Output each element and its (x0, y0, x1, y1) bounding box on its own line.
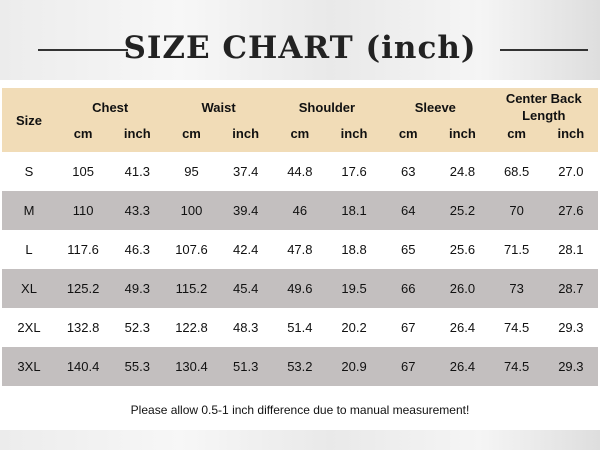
measurement-cell: 20.9 (341, 359, 367, 374)
unit-header: inch (123, 126, 151, 141)
measurement-cell: 70 (509, 203, 524, 218)
measurement-cell: 27.6 (558, 203, 584, 218)
group-header: Waist (201, 99, 236, 115)
measurement-cell: 73 (509, 281, 524, 296)
measurement-cell: 26.4 (449, 320, 476, 335)
measurement-cell: 49.6 (287, 281, 313, 296)
measurement-cell: 63 (400, 164, 416, 179)
measurement-cell: 28.1 (558, 242, 584, 257)
measurement-cell: 67 (400, 359, 416, 374)
measurement-cell: 26.4 (449, 359, 476, 374)
measurement-cell: 74.5 (503, 359, 530, 374)
measurement-cell: 29.3 (558, 320, 584, 335)
group-header: Center Back Length (505, 91, 582, 123)
measurement-cell: 27.0 (558, 164, 584, 179)
measurement-cell: 24.8 (449, 164, 476, 179)
title-rule-left (38, 49, 128, 51)
size-cell: L (25, 242, 33, 257)
unit-header: inch (232, 126, 260, 141)
size-cell: 3XL (17, 359, 41, 374)
measurement-cell: 44.8 (287, 164, 313, 179)
size-cell: S (24, 164, 34, 179)
measurement-cell: 117.6 (67, 242, 99, 257)
table-row: 3XL 140.4 55.3 130.4 51.3 53.2 20.9 67 26.4 74.5 2… (2, 347, 598, 386)
measurement-cell: 66 (400, 281, 416, 296)
measurement-cell: 68.5 (503, 164, 530, 179)
size-cell: XL (21, 281, 37, 296)
size-header: Size (15, 112, 42, 128)
measurement-cell: 39.4 (233, 203, 259, 218)
measurement-cell: 53.2 (287, 359, 313, 374)
measurement-cell: 95 (184, 164, 199, 179)
group-header: Shoulder (298, 99, 356, 115)
measurement-cell: 46.3 (124, 242, 150, 257)
measurement-cell: 26.0 (449, 281, 476, 296)
measurement-cell: 18.1 (341, 203, 367, 218)
measurement-cell: 125.2 (66, 281, 100, 296)
measurement-cell: 64 (400, 203, 416, 218)
measurement-cell: 25.6 (449, 242, 476, 257)
measurement-cell: 71.5 (503, 242, 530, 257)
measurement-cell: 74.5 (503, 320, 530, 335)
unit-header: cm (507, 126, 526, 141)
measurement-cell: 115.2 (175, 281, 208, 296)
measurement-cell: 19.5 (341, 281, 367, 296)
unit-header: inch (449, 126, 476, 141)
measurement-cell: 29.3 (558, 359, 584, 374)
measurement-cell: 55.3 (124, 359, 150, 374)
measurement-cell: 140.4 (66, 359, 100, 374)
table-row: 2XL 132.8 52.3 122.8 48.3 51.4 20.2 67 26.4 74.5 2… (2, 308, 598, 347)
measurement-cell: 51.4 (287, 320, 313, 335)
measurement-cell: 52.3 (124, 320, 150, 335)
unit-header: inch (340, 126, 368, 141)
table-row: XL 125.2 49.3 115.2 45.4 49.6 19.5 66 26.0 73 28.7 (2, 269, 598, 308)
chart-panel (0, 80, 600, 430)
measurement-cell: 46 (292, 203, 308, 218)
measurement-cell: 17.6 (341, 164, 367, 179)
group-header: Chest (92, 99, 129, 115)
measurement-cell: 41.3 (124, 164, 150, 179)
measurement-cell: 48.3 (233, 320, 259, 335)
measurement-cell: 28.7 (558, 281, 584, 296)
table-row: M 110 43.3 100 39.4 46 18.1 64 25.2 70 27.6 (2, 191, 598, 230)
measurement-cell: 65 (400, 242, 416, 257)
measurement-note: Please allow 0.5-1 inch difference due t… (0, 398, 600, 422)
table-row: S 105 41.3 95 37.4 44.8 17.6 63 24.8 68.5 27.0 (2, 152, 598, 191)
page-title: SIZE CHART (inch) (123, 30, 477, 66)
measurement-cell: 20.2 (341, 320, 367, 335)
title-bar: SIZE CHART (inch) (0, 22, 600, 74)
unit-header: cm (73, 126, 93, 141)
measurement-cell: 110 (72, 203, 94, 218)
group-header: Sleeve (414, 99, 456, 115)
measurement-cell: 37.4 (233, 164, 259, 179)
measurement-cell: 51.3 (233, 359, 259, 374)
measurement-cell: 49.3 (124, 281, 150, 296)
measurement-cell: 130.4 (175, 359, 208, 374)
measurement-cell: 100 (180, 203, 203, 218)
measurement-cell: 107.6 (175, 242, 208, 257)
size-table: Size Chest Waist Shoulder Sleeve Center … (2, 88, 598, 386)
measurement-cell: 47.8 (287, 242, 313, 257)
size-cell: 2XL (17, 320, 41, 335)
measurement-cell: 18.8 (341, 242, 367, 257)
measurement-cell: 67 (400, 320, 416, 335)
unit-header: inch (557, 126, 585, 141)
unit-header: cm (398, 126, 418, 141)
title-rule-right (500, 49, 588, 51)
measurement-cell: 25.2 (449, 203, 476, 218)
size-cell: M (23, 203, 35, 218)
measurement-cell: 45.4 (233, 281, 259, 296)
table-row: L 117.6 46.3 107.6 42.4 47.8 18.8 65 25.6 71.5 28.… (2, 230, 598, 269)
measurement-cell: 43.3 (124, 203, 150, 218)
unit-header: cm (290, 126, 310, 141)
unit-header: cm (182, 126, 201, 141)
measurement-cell: 132.8 (66, 320, 100, 335)
measurement-cell: 122.8 (175, 320, 208, 335)
measurement-cell: 105 (72, 164, 94, 179)
measurement-cell: 42.4 (233, 242, 259, 257)
